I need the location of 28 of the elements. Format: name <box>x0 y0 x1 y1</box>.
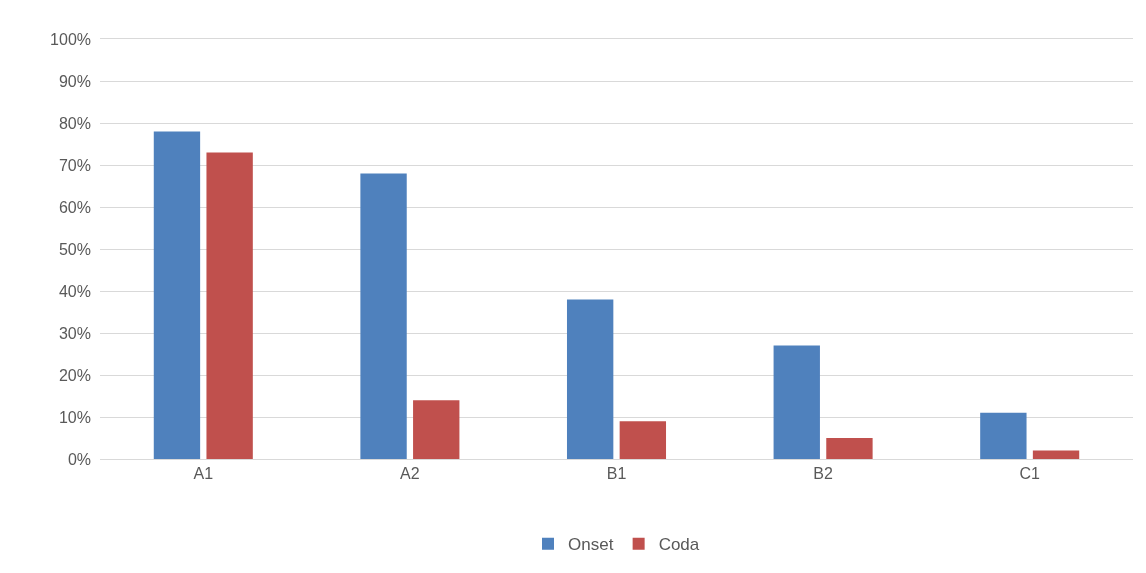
y-tick-label: 10% <box>58 408 91 426</box>
legend-label: Onset <box>568 535 614 555</box>
x-tick-label: A1 <box>193 465 214 483</box>
y-tick-label: 70% <box>58 156 91 174</box>
y-tick-label: 40% <box>58 282 91 300</box>
bar <box>566 299 614 459</box>
y-tick-label: 30% <box>58 324 91 342</box>
y-tick-label: 20% <box>58 366 91 384</box>
bar <box>980 412 1027 459</box>
legend-label: Coda <box>658 535 700 555</box>
bar <box>773 345 820 459</box>
y-tick-label: 0% <box>67 450 91 468</box>
x-tick-label: B1 <box>606 465 627 483</box>
bar <box>1032 450 1080 459</box>
bar <box>619 421 667 459</box>
y-tick-label: 80% <box>58 114 91 132</box>
y-tick-label: 50% <box>58 240 91 258</box>
y-tick-label: 60% <box>58 198 91 216</box>
x-tick-label: B2 <box>813 465 833 483</box>
x-tick-label: C1 <box>1019 465 1041 483</box>
bar <box>206 152 253 459</box>
bar <box>360 173 407 459</box>
bar <box>413 400 460 459</box>
y-tick-label: 90% <box>58 72 91 90</box>
x-tick-label: A2 <box>400 465 420 483</box>
bar <box>826 438 873 459</box>
bar <box>153 131 201 459</box>
y-tick-label: 100% <box>50 30 91 48</box>
